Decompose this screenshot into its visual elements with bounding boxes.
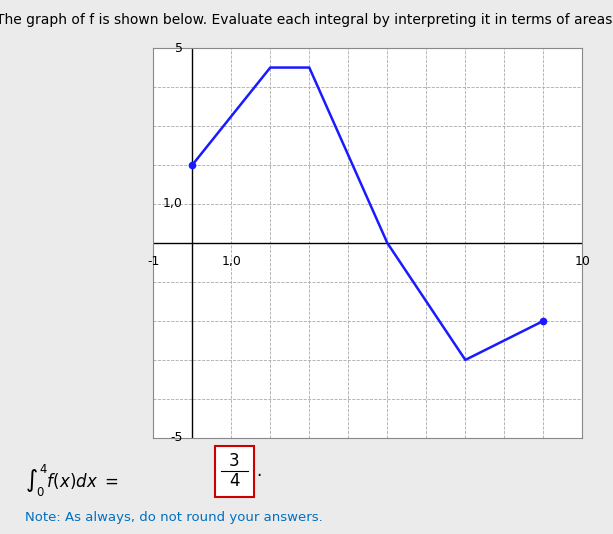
Text: 4: 4 bbox=[229, 472, 240, 490]
FancyBboxPatch shape bbox=[215, 446, 254, 497]
Text: $\int_0^4 f(x)dx\ =$: $\int_0^4 f(x)dx\ =$ bbox=[25, 462, 118, 499]
Text: 5: 5 bbox=[175, 42, 183, 54]
Text: .: . bbox=[256, 462, 262, 480]
Text: The graph of f is shown below. Evaluate each integral by interpreting it in term: The graph of f is shown below. Evaluate … bbox=[0, 13, 613, 27]
Text: 1,0: 1,0 bbox=[162, 198, 183, 210]
Text: 3: 3 bbox=[229, 452, 240, 470]
Text: -1: -1 bbox=[147, 255, 159, 268]
Text: Note: As always, do not round your answers.: Note: As always, do not round your answe… bbox=[25, 512, 322, 524]
Text: -5: -5 bbox=[170, 431, 183, 444]
Text: 1,0: 1,0 bbox=[221, 255, 241, 268]
Text: 10: 10 bbox=[574, 255, 590, 268]
